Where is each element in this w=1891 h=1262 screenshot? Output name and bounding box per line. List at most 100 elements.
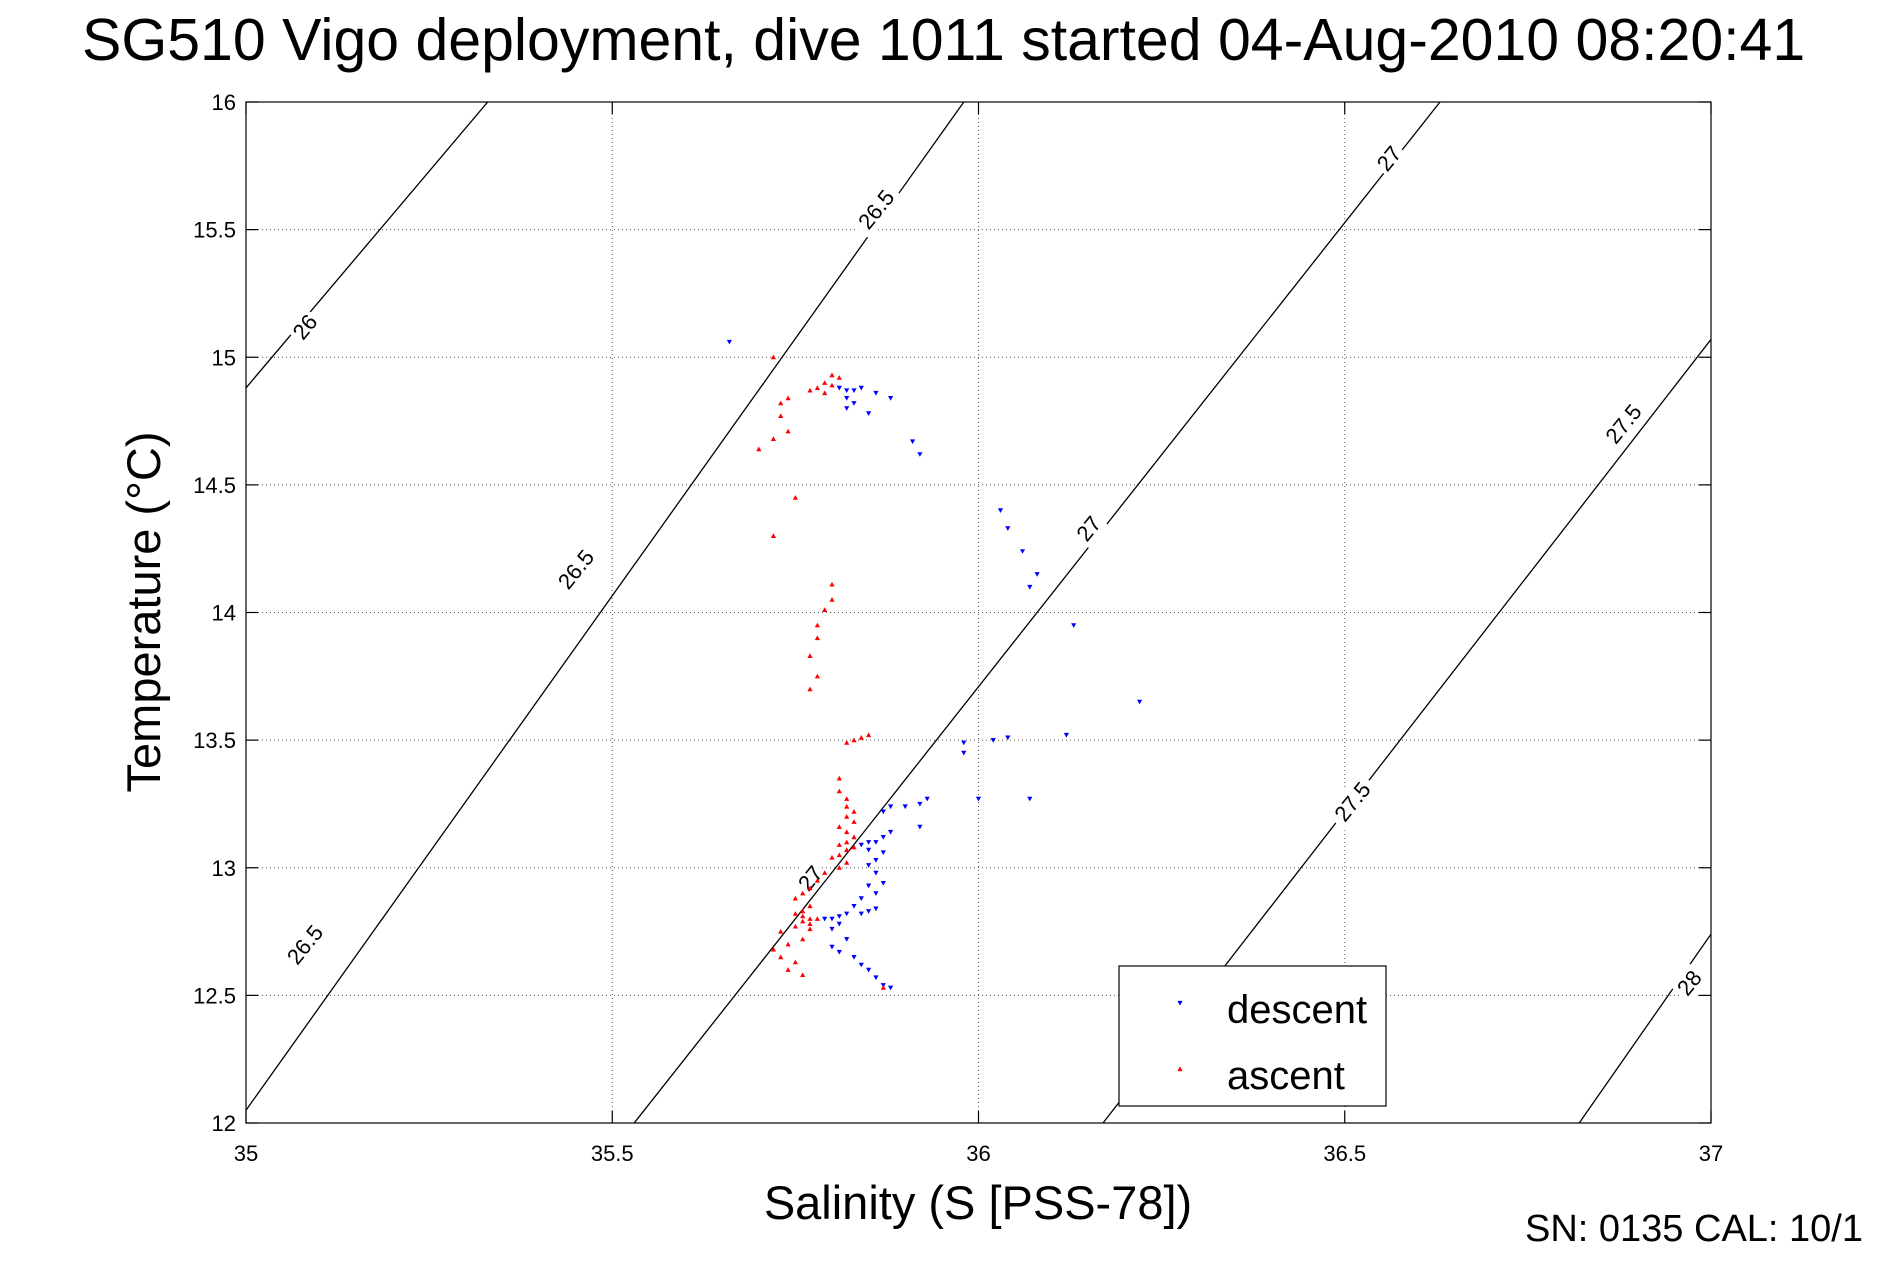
contour-label-text: 27 xyxy=(1071,511,1106,546)
ascent-point xyxy=(822,607,828,612)
x-tick-label: 35 xyxy=(234,1141,258,1166)
ascent-point xyxy=(785,967,791,972)
descent-point xyxy=(873,906,879,912)
descent-point xyxy=(836,385,842,391)
descent-point xyxy=(1019,549,1026,554)
contour-label-bg xyxy=(1369,138,1409,179)
ascent-point xyxy=(844,796,850,801)
descent-point xyxy=(851,401,857,406)
ascent-point xyxy=(844,829,850,835)
y-tick-label: 12 xyxy=(212,1111,236,1136)
ascent-point xyxy=(785,395,791,401)
ascent-point xyxy=(866,732,872,738)
ascent-point xyxy=(880,985,886,990)
descent-point xyxy=(924,796,930,802)
descent-point xyxy=(975,796,982,802)
descent-point xyxy=(873,891,879,896)
contour-label: 27 xyxy=(1068,508,1108,549)
x-axis-ticks: 35 35.5 36 36.5 37 xyxy=(234,102,1723,1166)
descent-point xyxy=(858,842,864,848)
descent-point xyxy=(866,883,872,889)
legend-label-descent: descent xyxy=(1227,988,1367,1032)
ascent-point xyxy=(792,923,798,929)
ascent-point xyxy=(770,946,776,952)
descent-point xyxy=(902,804,908,810)
descent-point xyxy=(1137,699,1143,705)
ascent-point xyxy=(844,860,850,865)
contour-label-bg xyxy=(548,539,603,599)
legend: descent ascent xyxy=(1118,965,1387,1107)
ascent-point xyxy=(800,972,806,977)
descent-point xyxy=(844,388,850,393)
contour-label: 26.5 xyxy=(277,915,332,974)
legend-box xyxy=(1118,965,1387,1107)
chart-title: SG510 Vigo deployment, dive 1011 started… xyxy=(82,7,1806,73)
ascent-point xyxy=(836,852,842,858)
ascent-point xyxy=(792,911,798,916)
data-points xyxy=(726,339,1143,991)
descent-point xyxy=(858,962,864,968)
descent-point xyxy=(873,858,879,863)
ascent-point xyxy=(822,870,828,875)
descent-point xyxy=(836,914,842,919)
contour-label: 26 xyxy=(285,306,325,347)
descent-point xyxy=(888,804,894,810)
descent-point xyxy=(851,388,857,393)
y-tick-label: 15 xyxy=(212,345,236,370)
descent-point xyxy=(844,937,850,942)
descent-point xyxy=(961,740,967,746)
descent-point xyxy=(888,829,894,835)
descent-point xyxy=(858,385,864,391)
ascent-point xyxy=(770,436,776,441)
descent-point xyxy=(1005,526,1011,531)
ascent-point xyxy=(836,375,842,380)
ascent-point xyxy=(814,635,820,641)
ascent-point xyxy=(851,809,857,814)
descent-point xyxy=(858,896,864,901)
contour-label: 26.5 xyxy=(548,539,603,599)
x-tick-label: 37 xyxy=(1699,1141,1723,1166)
ascent-point xyxy=(829,581,835,587)
ascent-point xyxy=(822,380,828,385)
descent-point xyxy=(851,904,857,909)
y-tick-label: 13 xyxy=(212,856,236,881)
contour-label-bg xyxy=(1068,508,1108,549)
descent-point xyxy=(822,916,828,922)
ascent-point xyxy=(792,495,798,500)
contour-label: 27.5 xyxy=(1325,772,1380,831)
descent-point xyxy=(829,916,835,922)
descent-point xyxy=(873,840,879,845)
descent-point xyxy=(917,801,923,807)
ascent-point xyxy=(814,916,820,921)
contour-label-bg xyxy=(1669,962,1709,1003)
descent-point xyxy=(997,508,1004,513)
ascent-point xyxy=(836,824,842,829)
x-tick-label: 35.5 xyxy=(591,1141,634,1166)
ascent-point xyxy=(844,839,850,845)
ascent-point xyxy=(822,390,828,396)
contour-label-text: 26 xyxy=(288,310,323,345)
ascent-point xyxy=(800,908,806,914)
y-tick-label: 14.5 xyxy=(193,473,236,498)
ascent-point xyxy=(814,673,820,679)
descent-point xyxy=(1027,584,1033,590)
contour-label-bg xyxy=(1596,394,1651,453)
contour-label-bg xyxy=(1325,772,1380,831)
contour-label: 28 xyxy=(1669,962,1709,1003)
contour-26.5 xyxy=(246,102,965,1111)
y-tick-label: 12.5 xyxy=(193,983,236,1008)
contour-27 xyxy=(633,102,1441,1123)
ascent-point xyxy=(778,400,784,406)
contour-label: 27 xyxy=(790,858,830,898)
descent-point xyxy=(873,975,879,981)
descent-point xyxy=(844,406,850,411)
legend-marker-descent xyxy=(1177,1000,1183,1006)
y-axis-label: Temperature (°C) xyxy=(117,432,170,793)
descent-point xyxy=(1071,623,1077,628)
contour-28 xyxy=(1578,933,1711,1123)
ascent-point xyxy=(844,814,850,819)
ascent-point xyxy=(858,735,864,740)
ascent-point xyxy=(800,918,806,924)
contour-26 xyxy=(246,102,489,389)
